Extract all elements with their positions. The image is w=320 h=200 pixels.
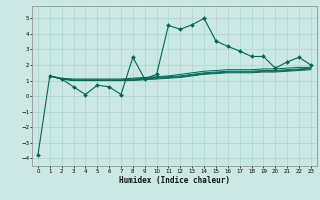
X-axis label: Humidex (Indice chaleur): Humidex (Indice chaleur) [119,176,230,185]
